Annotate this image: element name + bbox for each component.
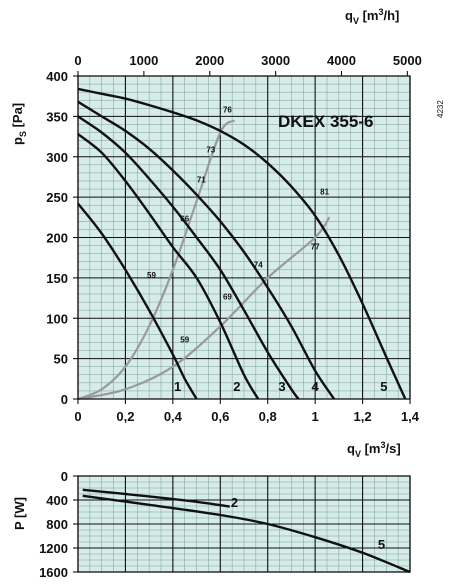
power-curve-label-2: 2: [231, 495, 238, 510]
curve-label-3: 3: [278, 379, 285, 394]
efficiency-label: 76: [223, 105, 232, 114]
y-tick-label: 100: [46, 311, 68, 326]
y-axis-title: pS [Pa]: [10, 103, 28, 145]
power-curve-5: [82, 494, 411, 574]
power-y-tick-label: 0: [61, 469, 68, 484]
power-curves: [82, 488, 411, 574]
power-curve-label-5: 5: [378, 537, 385, 552]
x-tick-label: 0,2: [116, 409, 134, 424]
x2-tick-label: 5000: [393, 53, 422, 68]
y-tick-label: 0: [61, 392, 68, 407]
efficiency-label: 73: [206, 146, 215, 155]
y-tick-label: 250: [46, 190, 68, 205]
bottom-axis-title: qV [m3/s]: [347, 440, 401, 459]
y-tick-label: 300: [46, 150, 68, 165]
power-chart-labels: 0 400 800 1200 1600 2 5: [39, 469, 385, 580]
x2-tick-label: 0: [74, 53, 81, 68]
x-tick-label: 0,4: [164, 409, 183, 424]
curve-label-4: 4: [312, 379, 320, 394]
x2-tick-label: 2000: [195, 53, 224, 68]
main-major-grid: [77, 75, 411, 400]
efficiency-line-2: [77, 216, 331, 401]
pressure-curve-2: [77, 133, 260, 400]
efficiency-lines: [77, 119, 331, 401]
pressure-curve-5: [77, 87, 407, 400]
x-tick-label: 1,2: [354, 409, 372, 424]
curve-label-1: 1: [174, 379, 181, 394]
power-y-tick-label: 1600: [39, 565, 68, 580]
pressure-curve-4: [77, 100, 336, 400]
x2-tick-label: 4000: [327, 53, 356, 68]
top-axis-title: qV [m3/h]: [345, 7, 399, 26]
pressure-curve-1: [77, 202, 198, 400]
efficiency-label: 71: [197, 176, 206, 185]
x-tick-label: 0: [74, 409, 81, 424]
y-tick-label: 50: [54, 352, 68, 367]
efficiency-label: 81: [320, 188, 329, 197]
pressure-curve-3: [77, 115, 300, 400]
x2-tick-label: 3000: [261, 53, 290, 68]
efficiency-line-1: [77, 119, 236, 401]
efficiency-label: 74: [254, 260, 263, 269]
side-code: 4232: [436, 100, 445, 118]
x-tick-label: 0,6: [211, 409, 229, 424]
main-chart-labels: 0 0,2 0,4 0,6 0,8 1 1,2 1,40 1000 2000 3000 4000 500…: [46, 53, 422, 424]
x-tick-label: 1: [312, 409, 319, 424]
efficiency-label: 59: [180, 335, 189, 344]
curve-label-5: 5: [380, 379, 387, 394]
efficiency-label: 66: [180, 214, 189, 223]
y-tick-label: 200: [46, 231, 68, 246]
efficiency-label: 59: [147, 271, 156, 280]
power-y-tick-label: 800: [46, 517, 68, 532]
efficiency-label: 69: [223, 293, 232, 302]
curve-label-2: 2: [233, 379, 240, 394]
x-tick-label: 0,8: [259, 409, 277, 424]
power-y-tick-label: 1200: [39, 541, 68, 556]
y-tick-label: 350: [46, 109, 68, 124]
y-tick-label: 400: [46, 69, 68, 84]
chart-title: DKEX 355-6: [278, 112, 373, 131]
power-curve-2: [82, 488, 230, 508]
power-y-axis-title: P [W]: [12, 497, 27, 530]
y-tick-label: 150: [46, 271, 68, 286]
power-y-tick-label: 400: [46, 493, 68, 508]
x2-tick-label: 1000: [129, 53, 158, 68]
efficiency-label: 77: [311, 243, 320, 252]
pressure-curves: [77, 87, 407, 400]
x-tick-label: 1,4: [401, 409, 420, 424]
